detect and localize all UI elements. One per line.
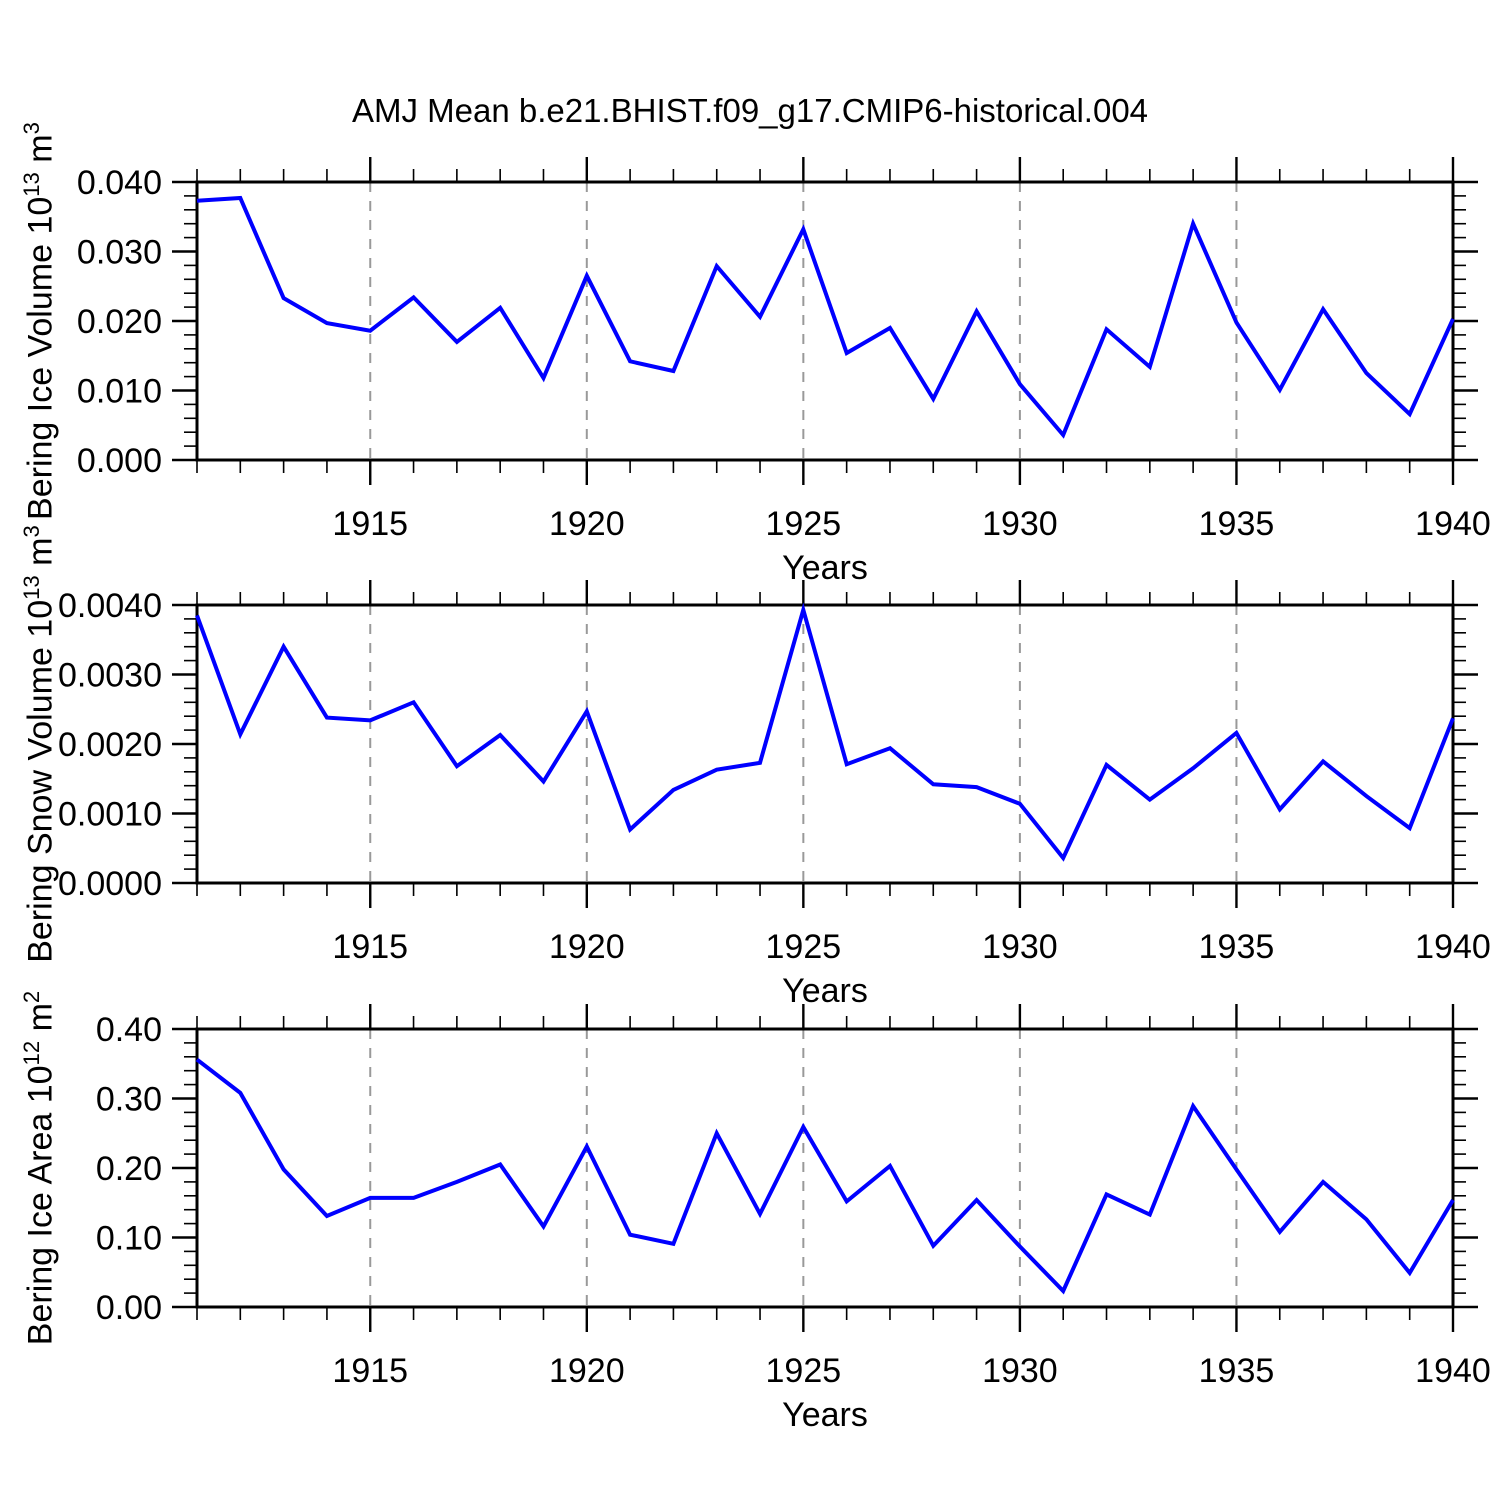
y-axis-label-unit-exponent: 2: [19, 990, 44, 1004]
y-axis-label-exponent: 13: [19, 172, 44, 197]
x-tick-label: 1930: [982, 1352, 1058, 1390]
gridlines: [369, 182, 1238, 460]
y-tick-label: 0.0030: [58, 657, 162, 695]
y-tick-label: 0.020: [77, 303, 162, 341]
y-ticks: [172, 1027, 1478, 1309]
x-tick-labels: 1915 1920 1925 1930 1935 1940: [332, 505, 1490, 543]
y-tick-label: 0.030: [77, 234, 162, 272]
y-tick-labels: 0.000 0.010 0.020 0.030 0.040: [77, 164, 162, 480]
x-axis-label-years-2: Years: [782, 972, 868, 1010]
x-tick-labels: 1915 1920 1925 1930 1935 1940: [332, 1352, 1490, 1390]
y-ticks: [172, 180, 1478, 462]
y-tick-label: 0.10: [96, 1220, 162, 1258]
y-tick-label: 0.30: [96, 1081, 162, 1119]
y-tick-label: 0.00: [96, 1289, 162, 1327]
y-tick-label: 0.0040: [58, 587, 162, 625]
y-axis-label-ice-area: Bering Ice Area 1012 m2: [2, 818, 62, 1500]
x-tick-label: 1935: [1199, 505, 1275, 543]
x-tick-label: 1935: [1199, 1352, 1275, 1390]
x-tick-label: 1925: [766, 1352, 842, 1390]
x-tick-label: 1915: [332, 928, 408, 966]
y-axis-label-unit: m: [21, 1003, 60, 1041]
chart-1: 0.000 0.010 0.020 0.030 0.040 1915 1920 1925 193…: [77, 157, 1491, 543]
x-tick-label: 1940: [1415, 1352, 1491, 1390]
y-ticks: [172, 603, 1478, 885]
figure-title: AMJ Mean b.e21.BHIST.f09_g17.CMIP6-histo…: [351, 92, 1149, 129]
y-tick-label: 0.0000: [58, 865, 162, 903]
x-tick-label: 1915: [332, 1352, 408, 1390]
x-tick-label: 1915: [332, 505, 408, 543]
y-tick-label: 0.010: [77, 373, 162, 411]
y-tick-label: 0.040: [77, 164, 162, 202]
y-axis-label-exponent: 12: [19, 1040, 44, 1066]
y-tick-label: 0.0020: [58, 726, 162, 764]
data-line: [195, 602, 1455, 862]
gridlines: [369, 605, 1238, 883]
gridlines: [369, 1029, 1238, 1307]
chart-3: 0.00 0.10 0.20 0.30 0.40 1915 1920 1925 1930 1935…: [96, 1004, 1491, 1390]
x-ticks: [196, 1004, 1455, 1332]
data-line: [195, 1058, 1455, 1295]
x-ticks: [196, 580, 1455, 908]
y-axis-label-text: Bering Ice Area 10: [21, 1065, 60, 1346]
y-tick-label: 0.000: [77, 442, 162, 480]
x-axis-label-years-1: Years: [782, 549, 868, 587]
x-tick-label: 1940: [1415, 928, 1491, 966]
y-axis-label-unit: m: [21, 537, 60, 576]
data-line: [196, 195, 1455, 439]
x-tick-label: 1920: [549, 505, 625, 543]
x-tick-label: 1935: [1199, 928, 1275, 966]
y-tick-labels: 0.00 0.10 0.20 0.30 0.40: [96, 1011, 162, 1327]
y-tick-label: 0.20: [96, 1150, 162, 1188]
x-tick-label: 1930: [982, 928, 1058, 966]
y-tick-label: 0.40: [96, 1011, 162, 1049]
x-tick-label: 1925: [766, 928, 842, 966]
plot-frame: [195, 603, 1455, 885]
x-tick-label: 1930: [982, 505, 1058, 543]
x-tick-labels: 1915 1920 1925 1930 1935 1940: [332, 928, 1490, 966]
x-tick-label: 1920: [549, 928, 625, 966]
y-axis-label-unit: m: [21, 134, 60, 173]
x-axis-label-years-3: Years: [782, 1396, 868, 1434]
y-tick-labels: 0.0000 0.0010 0.0020 0.0030 0.0040: [58, 587, 162, 903]
x-tick-label: 1920: [549, 1352, 625, 1390]
y-axis-label-unit-exponent: 3: [19, 525, 44, 538]
y-axis-label-unit-exponent: 3: [19, 122, 44, 135]
x-tick-label: 1940: [1415, 505, 1491, 543]
y-tick-label: 0.0010: [58, 796, 162, 834]
x-ticks: [196, 157, 1455, 485]
y-axis-label-exponent: 13: [19, 575, 44, 600]
x-tick-label: 1925: [766, 505, 842, 543]
